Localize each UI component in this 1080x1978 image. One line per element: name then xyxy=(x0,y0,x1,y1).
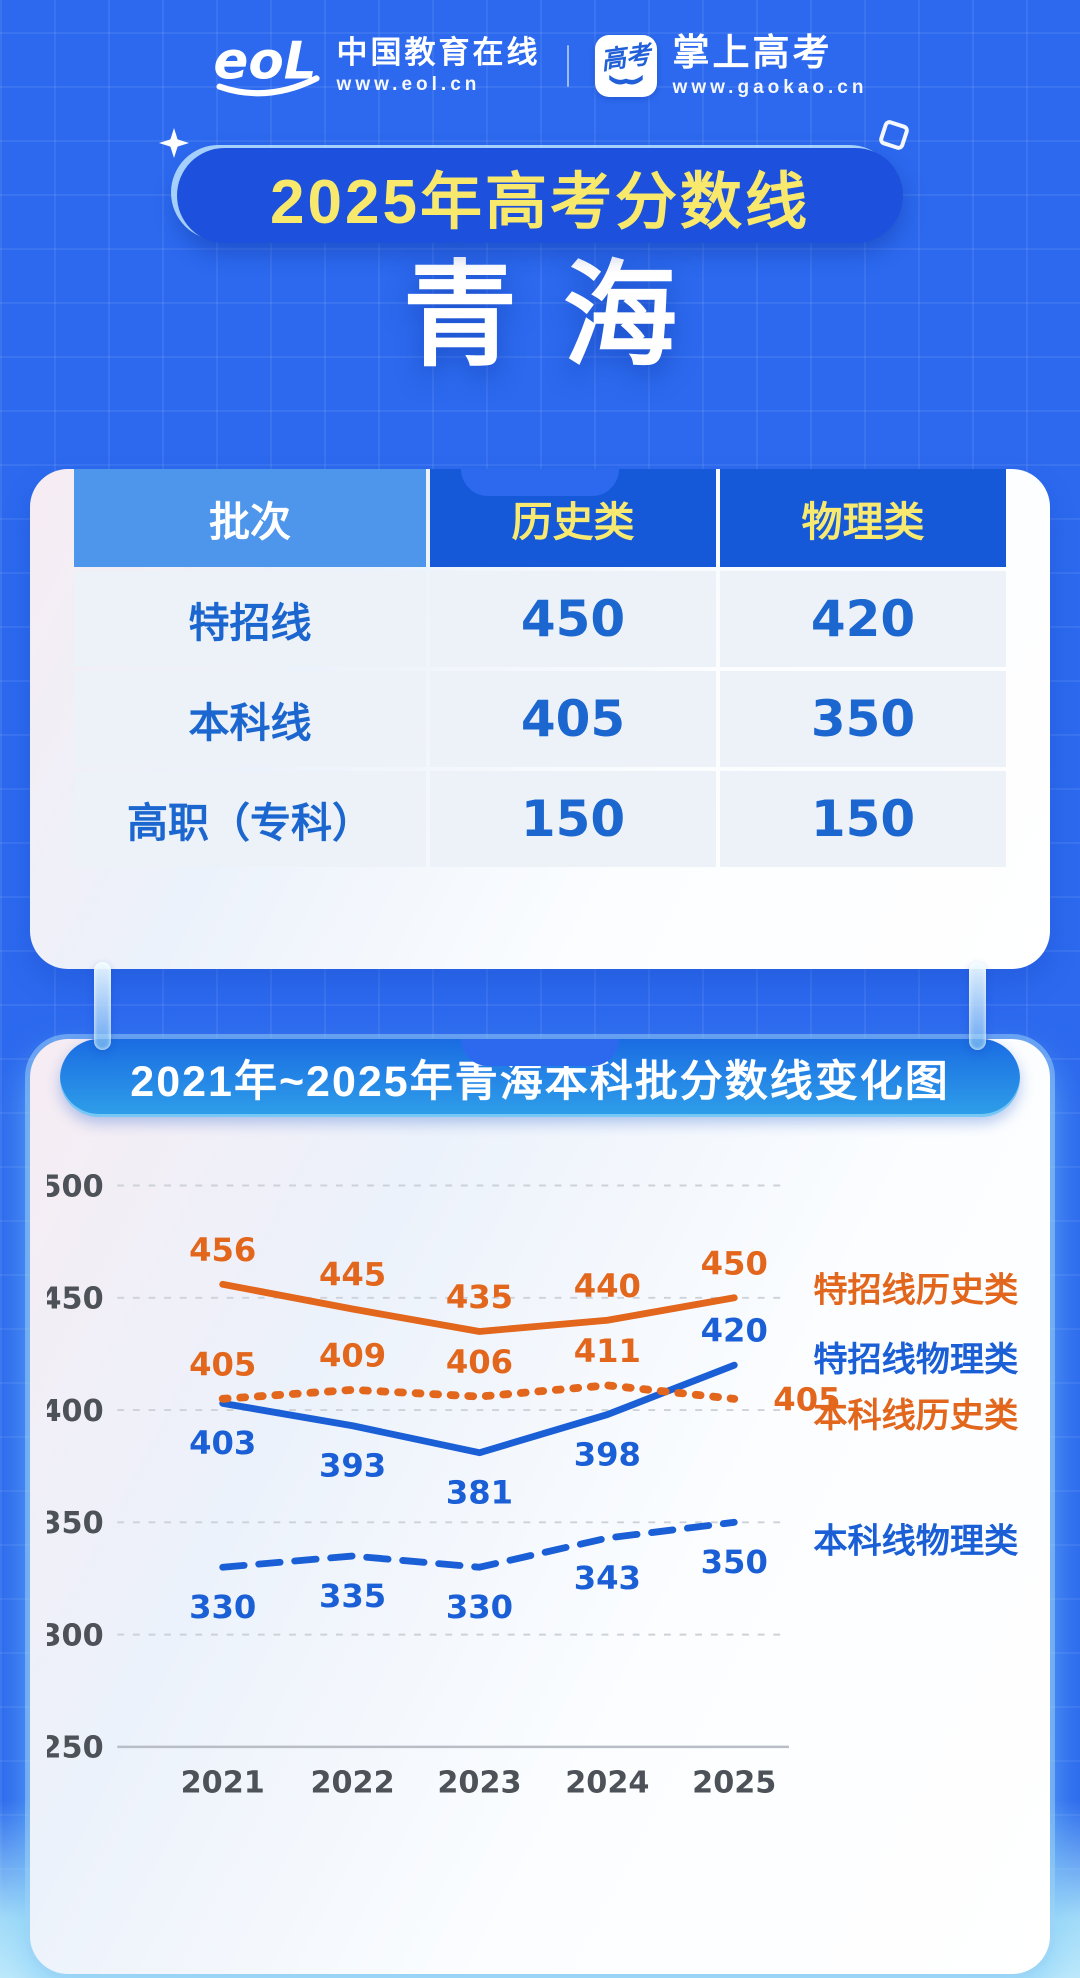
data-label: 350 xyxy=(701,1543,768,1581)
header: eoL 中国教育在线 www.eol.cn 高考 掌上高考 www.gaokao… xyxy=(0,0,1080,108)
title-banner: 2025年高考分数线 xyxy=(159,118,911,243)
data-label: 393 xyxy=(319,1446,386,1484)
data-label: 440 xyxy=(574,1267,641,1305)
gaokao-brand: 高考 掌上高考 www.gaokao.cn xyxy=(594,31,868,99)
data-label: 405 xyxy=(189,1345,256,1383)
score-table: 批次 历史类 物理类 特招线 450 420 本科线 405 350 高职（专科） 150 15… xyxy=(74,468,1006,867)
x-tick-label: 2023 xyxy=(437,1765,521,1800)
province-title: 青海 xyxy=(402,253,723,380)
x-tick-label: 2022 xyxy=(310,1765,394,1800)
eol-brand: eoL 中国教育在线 www.eol.cn xyxy=(213,33,541,99)
data-label: 435 xyxy=(446,1278,513,1316)
physics-value: 420 xyxy=(720,570,1006,667)
row-label: 本科线 xyxy=(74,670,426,767)
data-label: 456 xyxy=(189,1231,256,1269)
data-label: 381 xyxy=(446,1473,513,1511)
x-tick-label: 2021 xyxy=(181,1765,265,1800)
svg-text:eoL: eoL xyxy=(213,33,316,91)
sparkle-icon xyxy=(159,128,189,158)
data-label: 445 xyxy=(319,1255,386,1293)
chart-card: 2021年~2025年青海本科批分数线变化图 250 300 350 400 450 50… xyxy=(30,1038,1050,1974)
row-label: 特招线 xyxy=(74,570,426,667)
history-value: 450 xyxy=(430,570,716,667)
column-header-batch: 批次 xyxy=(74,468,426,567)
y-tick-label: 250 xyxy=(47,1730,104,1765)
column-header-physics: 物理类 xyxy=(720,468,1006,567)
square-deco-icon xyxy=(877,118,911,152)
gaokao-url: www.gaokao.cn xyxy=(672,76,868,98)
physics-value: 350 xyxy=(720,670,1006,767)
history-value: 150 xyxy=(430,770,716,867)
y-tick-label: 300 xyxy=(47,1618,104,1653)
line-chart: 250 300 350 400 450 500 2021 2022 2023 2024 2025 45… xyxy=(47,1169,1019,1800)
data-label: 330 xyxy=(189,1588,256,1626)
legend-label: 特招线历史类 xyxy=(813,1271,1019,1309)
data-label: 403 xyxy=(189,1424,256,1462)
data-label: 406 xyxy=(446,1343,513,1381)
y-tick-label: 350 xyxy=(47,1506,104,1541)
y-tick-label: 400 xyxy=(47,1393,104,1428)
eol-logo-icon: eoL xyxy=(213,33,321,99)
legend-label: 本科线物理类 xyxy=(813,1522,1019,1560)
chart-line xyxy=(219,1361,738,1456)
data-label: 409 xyxy=(319,1336,386,1374)
eol-url: www.eol.cn xyxy=(336,73,481,95)
data-label: 398 xyxy=(574,1435,641,1473)
chart-line xyxy=(219,1280,738,1335)
chart-line xyxy=(218,1381,739,1403)
chart-line xyxy=(219,1518,738,1571)
data-label: 335 xyxy=(319,1576,386,1614)
gaokao-name: 掌上高考 xyxy=(672,31,833,73)
column-header-history: 历史类 xyxy=(430,468,716,567)
data-label: 450 xyxy=(701,1244,768,1282)
connector-pill-left xyxy=(94,962,111,1050)
x-tick-label: 2024 xyxy=(565,1765,649,1800)
y-tick-label: 450 xyxy=(47,1281,104,1316)
header-divider xyxy=(566,45,569,87)
legend-label: 本科线历史类 xyxy=(813,1397,1019,1435)
gaokao-book-icon: 高考 xyxy=(594,35,657,97)
physics-value: 150 xyxy=(720,770,1006,867)
row-label: 高职（专科） xyxy=(74,770,426,867)
data-label: 420 xyxy=(701,1311,768,1349)
connector-pill-right xyxy=(969,962,986,1050)
score-table-card: 批次 历史类 物理类 特招线 450 420 本科线 405 350 高职（专科） 150 15… xyxy=(30,468,1050,969)
legend-label: 特招线物理类 xyxy=(813,1341,1019,1379)
y-tick-label: 500 xyxy=(47,1169,104,1204)
history-value: 405 xyxy=(430,670,716,767)
data-label: 330 xyxy=(446,1588,513,1626)
title-banner-text: 2025年高考分数线 xyxy=(270,167,810,237)
data-label: 343 xyxy=(574,1558,641,1596)
data-label: 411 xyxy=(574,1332,641,1370)
x-tick-label: 2025 xyxy=(692,1765,776,1800)
eol-name: 中国教育在线 xyxy=(336,34,541,70)
chart-title: 2021年~2025年青海本科批分数线变化图 xyxy=(60,1038,1020,1117)
data-label: 405 xyxy=(773,1380,840,1418)
